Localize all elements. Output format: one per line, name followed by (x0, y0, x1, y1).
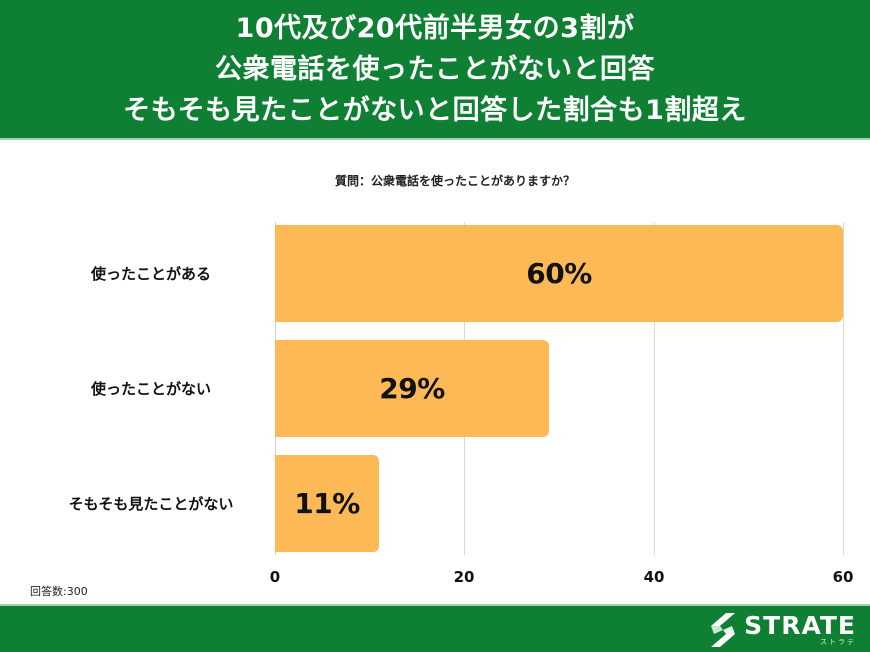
respondent-count: 回答数:300 (30, 585, 88, 598)
logo-text: STRATE (744, 611, 856, 640)
category-label: 使ったことがない (90, 380, 211, 398)
x-tick: 20 (453, 568, 475, 586)
bar-used: 60% (275, 225, 843, 322)
bar-value-label: 60% (526, 257, 592, 290)
title-line-2: 公衆電話を使ったことがないと回答 (215, 53, 655, 85)
strate-logo: STRATE ストラテ (708, 612, 856, 648)
x-tick: 40 (643, 568, 665, 586)
bar-never-used: 29% (275, 340, 549, 437)
category-label: そもそも見たことがない (68, 495, 234, 513)
x-tick: 0 (269, 568, 281, 586)
strate-s-icon (711, 613, 736, 647)
bar-value-label: 29% (379, 372, 445, 405)
logo-subtext: ストラテ (820, 638, 856, 646)
title-banner: 10代及び20代前半男女の3割が 公衆電話を使ったことがないと回答 そもそも見た… (0, 0, 870, 140)
title-line-1: 10代及び20代前半男女の3割が (235, 12, 635, 44)
category-label: 使ったことがある (90, 265, 211, 283)
question-text: 質問：公衆電話を使ったことがありますか？ (334, 174, 575, 188)
bar-never-seen: 11% (275, 455, 379, 552)
title-line-3: そもそも見たことがないと回答した割合も1割超え (123, 94, 747, 126)
bar-value-label: 11% (294, 487, 360, 520)
gridline-60 (843, 222, 844, 555)
x-tick: 60 (832, 568, 854, 586)
footer-banner: STRATE ストラテ (0, 604, 870, 652)
gridline-40 (654, 222, 655, 555)
